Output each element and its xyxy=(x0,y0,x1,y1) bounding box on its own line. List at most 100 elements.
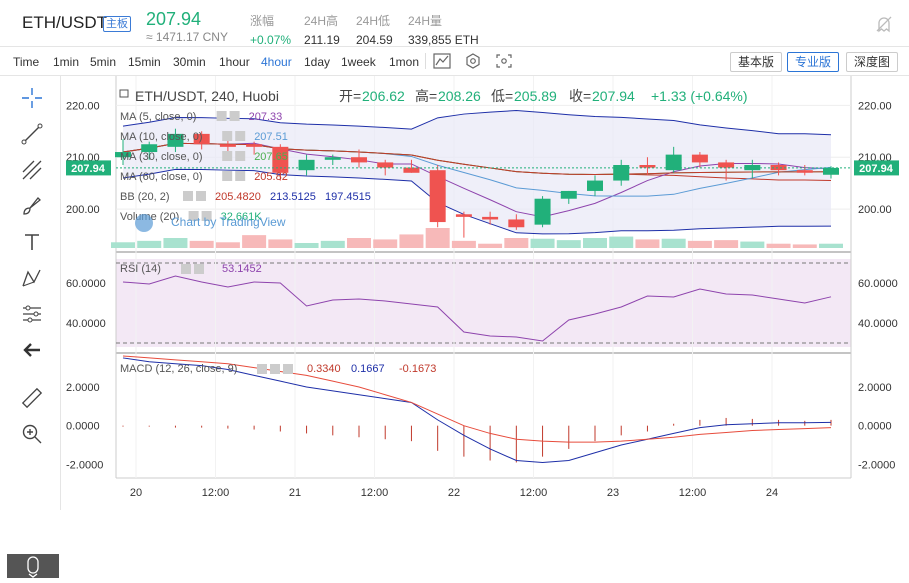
candle-body xyxy=(823,167,839,175)
scroll-icon xyxy=(27,556,39,578)
last-price: 207.94 xyxy=(146,9,202,29)
text-icon[interactable] xyxy=(20,230,44,254)
volume-bar xyxy=(661,238,686,248)
macd-signal-line xyxy=(122,355,832,443)
candle-body xyxy=(403,167,420,173)
moving-averages xyxy=(122,142,832,218)
pro-view-button[interactable]: 专业版 xyxy=(787,52,840,72)
pair-title[interactable]: ETH/USDT xyxy=(22,13,107,32)
tf-1min[interactable]: 1min xyxy=(53,55,80,69)
bb-lower xyxy=(122,168,832,235)
macd-tick-left: 0.0000 xyxy=(66,421,100,433)
basic-view-button[interactable]: 基本版 xyxy=(730,52,783,72)
zoom-in-icon[interactable] xyxy=(20,422,44,446)
legend-low: 205.89 xyxy=(514,88,557,104)
close-icon[interactable] xyxy=(194,264,204,274)
indicator-label: MA (30, close, 0) xyxy=(120,151,203,163)
stat-label: 涨幅 xyxy=(250,14,275,28)
pattern-icon[interactable] xyxy=(20,266,44,290)
ghost-icon[interactable] xyxy=(875,15,893,33)
settings-icon xyxy=(222,151,233,161)
settings-icon[interactable] xyxy=(257,364,267,374)
candle-body xyxy=(796,170,813,173)
close-icon[interactable] xyxy=(270,364,280,374)
candle-body xyxy=(141,144,158,153)
measure-icon[interactable] xyxy=(20,302,44,326)
close-icon xyxy=(229,111,240,121)
divider xyxy=(425,53,426,69)
crosshair-icon[interactable] xyxy=(20,86,44,110)
brush-icon[interactable] xyxy=(20,194,44,218)
line-icon[interactable] xyxy=(20,122,44,146)
tf-30min[interactable]: 30min xyxy=(173,55,206,69)
volume-bar xyxy=(373,239,398,248)
settings-icon xyxy=(222,131,233,141)
stat-label: 24H高 xyxy=(304,14,339,28)
volume-bar xyxy=(556,240,581,248)
candle-body xyxy=(429,170,446,223)
time-tick: 20 xyxy=(130,487,142,499)
indicators-icon[interactable] xyxy=(463,52,483,70)
tf-1hour[interactable]: 1hour xyxy=(219,55,250,69)
indicator-label: MA (5, close, 0) xyxy=(120,111,196,123)
legend-high-label: 高= xyxy=(415,88,437,104)
volume-bar xyxy=(111,242,135,248)
bb-fill xyxy=(123,110,831,234)
volume-bar xyxy=(478,243,503,248)
candle-body xyxy=(193,133,210,145)
indicator-value: 197.4515 xyxy=(325,191,371,203)
macd-label: MACD (12, 26, close, 9) xyxy=(120,363,237,375)
candlesticks xyxy=(115,128,839,238)
stat-label: 24H低 xyxy=(356,14,391,28)
candle-body xyxy=(639,165,656,168)
indicator-label: MA (60, close, 0) xyxy=(120,171,203,183)
drawing-toolbar xyxy=(0,76,61,578)
tool-scroll-button[interactable] xyxy=(7,554,59,578)
macd-tick-left: -2.0000 xyxy=(66,459,103,471)
cny-price: ≈ 1471.17 CNY xyxy=(146,30,228,44)
ruler-icon[interactable] xyxy=(20,386,44,410)
stat-24h-low: 24H低 204.59 xyxy=(356,12,393,47)
volume-bar xyxy=(792,244,817,248)
stat-24h-volume: 24H量 339,855 ETH xyxy=(408,12,479,47)
volume-bar xyxy=(320,240,345,248)
tf-4hour[interactable]: 4hour xyxy=(261,55,292,69)
stat-value: +0.07% xyxy=(250,33,292,47)
time-tick: 22 xyxy=(448,487,460,499)
depth-chart-button[interactable]: 深度图 xyxy=(846,52,899,72)
macd-value-1: 0.3340 xyxy=(307,363,341,375)
price-tick-left: 220.00 xyxy=(66,100,100,112)
tf-1mon[interactable]: 1mon xyxy=(389,55,420,69)
collapse-icon[interactable] xyxy=(119,89,129,98)
fork-icon[interactable] xyxy=(20,158,44,182)
macd-legend: MACD (12, 26, close, 9) 0.3340 0.1667 -0… xyxy=(120,363,436,375)
tf-time[interactable]: Time xyxy=(13,55,40,69)
tf-15min[interactable]: 15min xyxy=(128,55,161,69)
rsi-pane xyxy=(116,259,851,347)
legend-high: 208.26 xyxy=(438,88,481,104)
volume-bar xyxy=(504,238,529,248)
close-icon xyxy=(235,131,246,141)
tf-1day[interactable]: 1day xyxy=(304,55,331,69)
candle-body xyxy=(455,214,472,217)
volume-bar xyxy=(635,239,660,248)
volume-bar xyxy=(242,235,267,248)
close-icon[interactable] xyxy=(283,364,293,374)
price-tick-left: 200.00 xyxy=(66,204,100,216)
tf-1week[interactable]: 1week xyxy=(341,55,376,69)
candle-body xyxy=(115,152,131,158)
back-arrow-icon[interactable] xyxy=(20,338,44,362)
volume-bar xyxy=(714,240,739,248)
chart-type-icon[interactable] xyxy=(432,52,452,70)
close-icon xyxy=(196,191,206,201)
indicator-label: BB (20, 2) xyxy=(120,191,170,203)
settings-icon[interactable] xyxy=(181,264,191,274)
tf-5min[interactable]: 5min xyxy=(90,55,117,69)
volume-bar xyxy=(137,240,162,248)
legend-change: +1.33 (+0.64%) xyxy=(651,88,748,104)
time-tick: 21 xyxy=(289,487,301,499)
volume-bars xyxy=(111,228,843,248)
macd-value-2: 0.1667 xyxy=(351,363,385,375)
fullscreen-icon[interactable] xyxy=(494,52,514,70)
